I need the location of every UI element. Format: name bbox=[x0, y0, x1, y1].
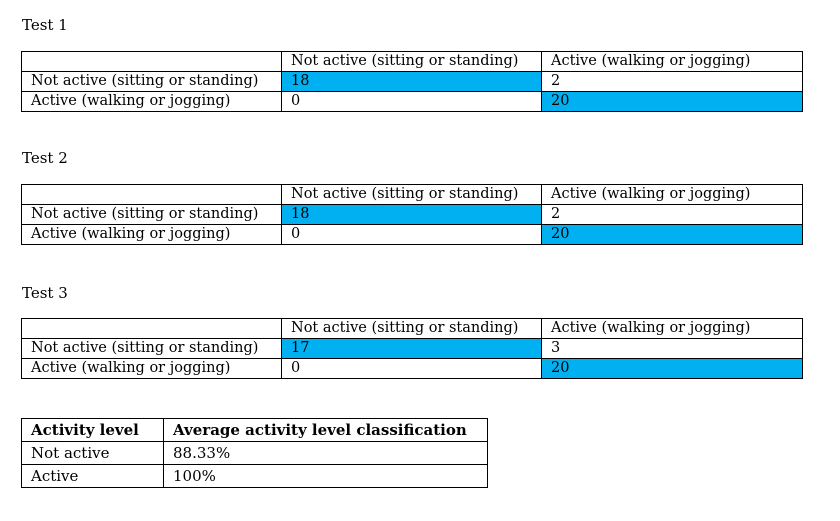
header-corner-cell bbox=[21, 184, 282, 205]
summary-header-row: Activity level Average activity level cl… bbox=[21, 418, 488, 442]
test-3-title: Test 3 bbox=[22, 284, 68, 302]
cell-active-not-active: 0 bbox=[281, 224, 542, 245]
header-cell-active: Active (walking or jogging) bbox=[541, 318, 803, 339]
header-cell-active: Active (walking or jogging) bbox=[541, 51, 803, 72]
table-row: Not active (sitting or standing) 18 2 bbox=[21, 204, 803, 225]
table-header-row: Not active (sitting or standing) Active … bbox=[21, 184, 803, 205]
table-header-row: Not active (sitting or standing) Active … bbox=[21, 51, 803, 72]
row-label-not-active: Not active (sitting or standing) bbox=[21, 204, 282, 225]
table-row: Active (walking or jogging) 0 20 bbox=[21, 358, 803, 379]
header-corner-cell bbox=[21, 318, 282, 339]
header-cell-not-active: Not active (sitting or standing) bbox=[281, 51, 542, 72]
summary-header-average-classification: Average activity level classification bbox=[163, 418, 488, 442]
cell-active-not-active: 0 bbox=[281, 358, 542, 379]
cell-not-active-active: 2 bbox=[541, 71, 803, 92]
header-corner-cell bbox=[21, 51, 282, 72]
summary-label-not-active: Not active bbox=[21, 441, 164, 465]
test-1-title: Test 1 bbox=[22, 16, 68, 34]
table-row: Active (walking or jogging) 0 20 bbox=[21, 91, 803, 112]
summary-label-active: Active bbox=[21, 464, 164, 488]
table-row: Not active (sitting or standing) 17 3 bbox=[21, 338, 803, 359]
summary-table: Activity level Average activity level cl… bbox=[21, 418, 488, 488]
table-row: Not active 88.33% bbox=[21, 441, 488, 465]
cell-not-active-active: 3 bbox=[541, 338, 803, 359]
test-2-confusion-table: Not active (sitting or standing) Active … bbox=[21, 184, 803, 245]
cell-active-not-active: 0 bbox=[281, 91, 542, 112]
cell-not-active-active: 2 bbox=[541, 204, 803, 225]
cell-not-active-not-active: 18 bbox=[281, 71, 542, 92]
cell-not-active-not-active: 17 bbox=[281, 338, 542, 359]
cell-active-active: 20 bbox=[541, 358, 803, 379]
test-3-confusion-table: Not active (sitting or standing) Active … bbox=[21, 318, 803, 379]
table-row: Not active (sitting or standing) 18 2 bbox=[21, 71, 803, 92]
cell-not-active-not-active: 18 bbox=[281, 204, 542, 225]
test-1-confusion-table: Not active (sitting or standing) Active … bbox=[21, 51, 803, 112]
table-row: Active 100% bbox=[21, 464, 488, 488]
header-cell-not-active: Not active (sitting or standing) bbox=[281, 318, 542, 339]
summary-value-not-active: 88.33% bbox=[163, 441, 488, 465]
row-label-not-active: Not active (sitting or standing) bbox=[21, 71, 282, 92]
row-label-active: Active (walking or jogging) bbox=[21, 224, 282, 245]
table-row: Active (walking or jogging) 0 20 bbox=[21, 224, 803, 245]
row-label-active: Active (walking or jogging) bbox=[21, 91, 282, 112]
cell-active-active: 20 bbox=[541, 91, 803, 112]
summary-value-active: 100% bbox=[163, 464, 488, 488]
test-2-title: Test 2 bbox=[22, 149, 68, 167]
cell-active-active: 20 bbox=[541, 224, 803, 245]
header-cell-active: Active (walking or jogging) bbox=[541, 184, 803, 205]
table-header-row: Not active (sitting or standing) Active … bbox=[21, 318, 803, 339]
summary-header-activity-level: Activity level bbox=[21, 418, 164, 442]
row-label-active: Active (walking or jogging) bbox=[21, 358, 282, 379]
header-cell-not-active: Not active (sitting or standing) bbox=[281, 184, 542, 205]
row-label-not-active: Not active (sitting or standing) bbox=[21, 338, 282, 359]
